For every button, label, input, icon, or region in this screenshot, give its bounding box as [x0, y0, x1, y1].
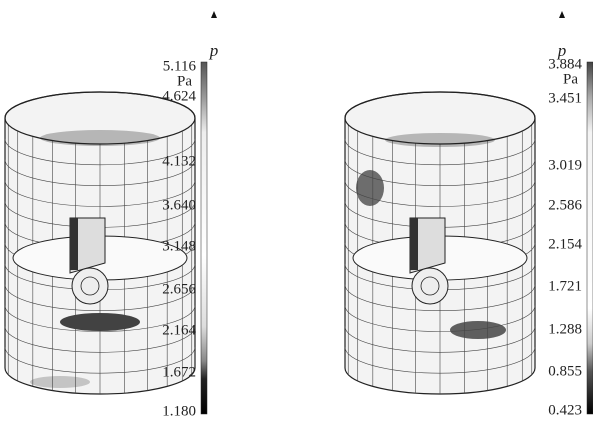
variable-symbol: p	[209, 41, 219, 60]
colorbar-tick-label: 0.423	[548, 402, 582, 418]
colorbar-tick-label: 3.640	[162, 197, 196, 213]
cylinder-plot	[345, 92, 535, 394]
unit-label: Pa	[563, 71, 578, 87]
colorbar-tick-label: 1.288	[548, 321, 582, 337]
colorbar-tick-label: 1.672	[162, 364, 196, 380]
colorbar-tick-label: 1.721	[548, 278, 582, 294]
figure: pPa5.1164.6244.1323.6403.1482.6562.1641.…	[0, 0, 593, 424]
impeller-hub	[72, 268, 108, 304]
colorbar-tick-label: 3.884	[548, 56, 582, 72]
colorbar	[587, 62, 593, 414]
colorbar-tick-label: 2.586	[548, 197, 582, 213]
pressure-patch	[450, 321, 506, 339]
colorbar-tick-label: 3.019	[548, 157, 582, 173]
colorbar-tick-label: 3.451	[548, 90, 582, 106]
colorbar-tick-label: 1.180	[162, 403, 196, 419]
unit-label: Pa	[177, 73, 192, 89]
blade-dark	[70, 218, 78, 270]
colorbar-tick-label: 4.624	[162, 88, 196, 104]
colorbar-tick-label: 5.116	[163, 58, 197, 74]
colorbar	[201, 62, 207, 414]
colorbar-tick-label: 2.656	[162, 281, 196, 297]
colorbar-tick-label: 2.154	[548, 236, 582, 252]
colorbar-tick-label: 0.855	[548, 363, 582, 379]
arrow-marker	[211, 11, 217, 18]
blade-dark	[410, 218, 418, 270]
pressure-patch	[30, 376, 90, 388]
colorbar-tick-label: 3.148	[162, 238, 196, 254]
impeller-hub	[412, 268, 448, 304]
colorbar-tick-label: 2.164	[162, 322, 196, 338]
colorbar-tick-label: 4.132	[162, 153, 196, 169]
arrow-marker	[559, 11, 565, 18]
